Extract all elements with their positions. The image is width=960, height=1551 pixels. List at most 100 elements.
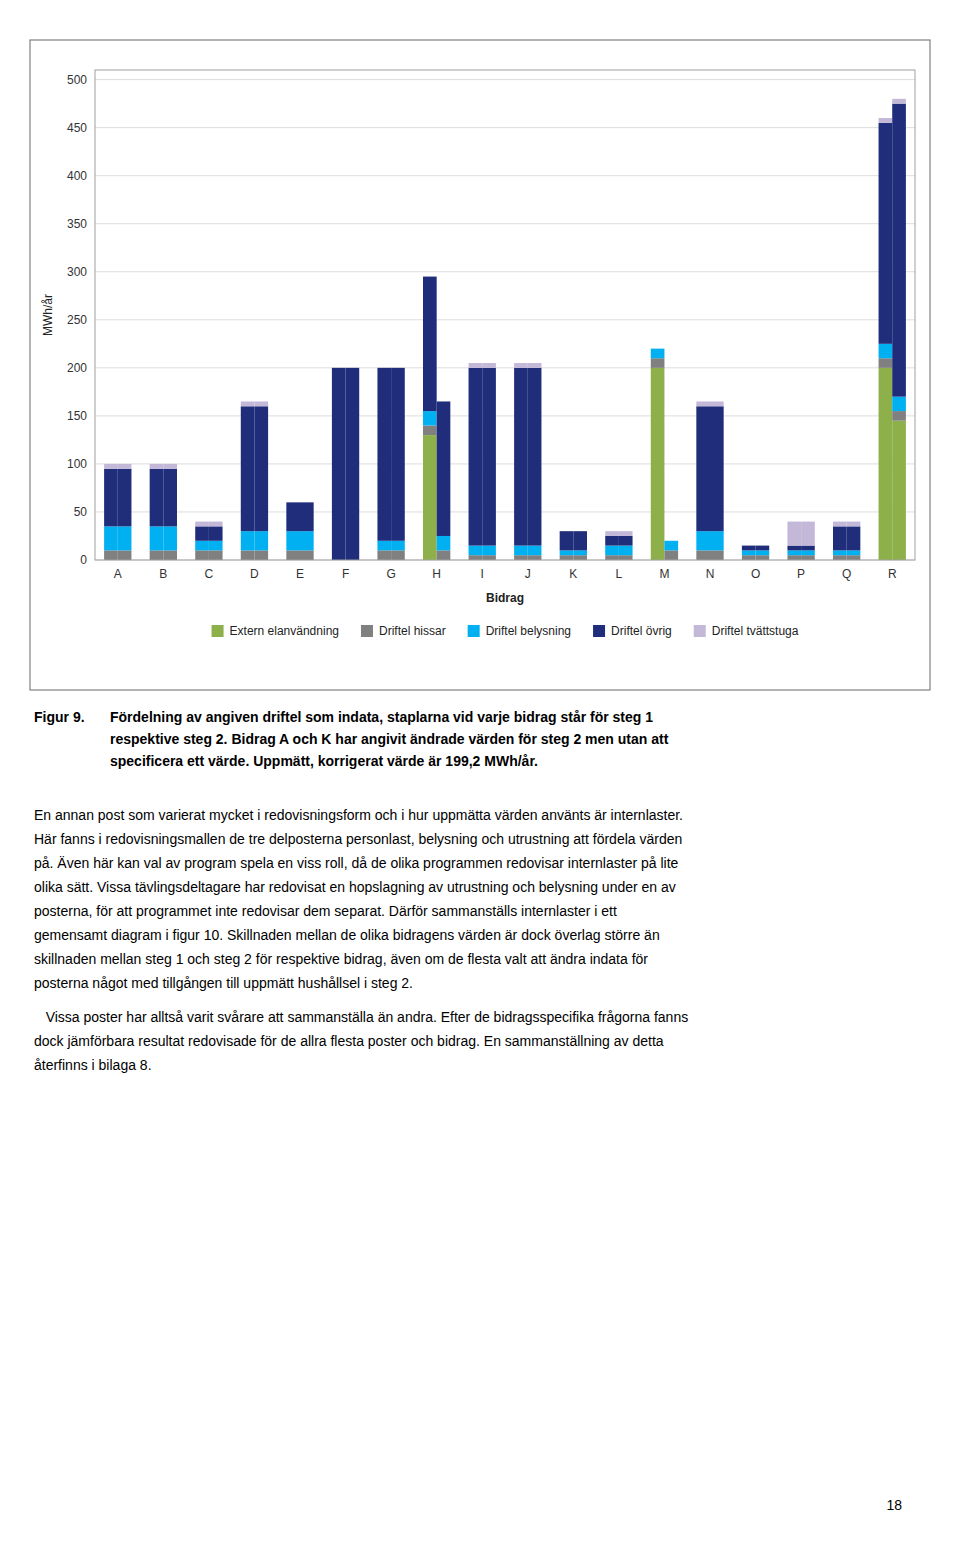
x-tick-label: G (386, 567, 395, 581)
y-tick-label: 400 (67, 169, 87, 183)
bar-segment (300, 531, 314, 550)
bar-segment (756, 550, 770, 555)
y-tick-label: 0 (80, 553, 87, 567)
bar-segment (286, 502, 300, 503)
x-tick-label: I (481, 567, 484, 581)
legend-swatch (212, 625, 224, 637)
bar-segment (664, 540, 678, 541)
y-tick-label: 500 (67, 73, 87, 87)
bar-segment (104, 526, 118, 550)
bar-segment (300, 550, 314, 560)
bar-segment (118, 550, 132, 560)
bar-segment (879, 123, 893, 344)
bar-segment (241, 550, 255, 560)
bar-segment (801, 555, 815, 560)
bar-segment (514, 555, 528, 560)
grid-line (95, 271, 915, 272)
legend: Extern elanvändning Driftel hissar Driftel… (212, 624, 799, 638)
body-text-line: En annan post som varierat mycket i redo… (34, 807, 683, 823)
x-tick-label: B (159, 567, 167, 581)
bar-segment (664, 540, 678, 541)
grid-line (95, 511, 915, 512)
grid-line (95, 463, 915, 464)
bar-segment (209, 526, 223, 540)
bar-segment (787, 550, 801, 555)
bar-segment (514, 363, 528, 368)
bar-segment (619, 555, 633, 560)
bar-segment (286, 502, 300, 531)
bar-segment (696, 401, 710, 406)
legend-item: Driftel övrig (593, 624, 672, 638)
bar-segment (573, 531, 587, 550)
bar-segment (209, 522, 223, 527)
bar-segment (286, 550, 300, 560)
bar-segment (482, 546, 496, 556)
legend-label: Driftel belysning (486, 624, 571, 638)
bar-segment (892, 421, 906, 560)
bar-segment (742, 546, 756, 551)
bar-segment (514, 368, 528, 546)
y-tick-labels: 050100150200250300350400450500 (67, 73, 87, 567)
bar-segment (241, 531, 255, 550)
bar-segment (560, 531, 574, 532)
bar-segment (696, 531, 710, 550)
bar-segment (150, 469, 164, 527)
bar-segment (377, 550, 391, 560)
y-tick-label: 100 (67, 457, 87, 471)
caption-label: Figur 9. (34, 709, 85, 725)
body-text-line: skillnaden mellan steg 1 och steg 2 för … (34, 951, 648, 967)
bar-segment (756, 555, 770, 560)
bar-segment (847, 522, 861, 527)
bar-segment (469, 368, 483, 546)
bar-segment (482, 368, 496, 546)
bar-segment (833, 555, 847, 560)
x-tick-label: F (342, 567, 349, 581)
bar-segment (742, 545, 756, 546)
x-tick-label: C (205, 567, 214, 581)
bar-segment (528, 368, 542, 546)
bar-segment (150, 526, 164, 550)
x-tick-label: K (569, 567, 577, 581)
bar-segment (528, 363, 542, 368)
bar-segment (560, 555, 574, 560)
legend-label: Extern elanvändning (230, 624, 339, 638)
bar-segment (879, 344, 893, 358)
x-tick-label: R (888, 567, 897, 581)
legend-swatch (468, 625, 480, 637)
bar-segment (469, 546, 483, 556)
body-text-line: dock jämförbara resultat redovisade för … (34, 1033, 664, 1049)
bar-segment (437, 401, 451, 536)
body-text-line: gemensamt diagram i figur 10. Skillnaden… (34, 927, 660, 943)
bar-segment (118, 526, 132, 550)
bar-segment (423, 435, 437, 560)
bar-segment (787, 555, 801, 560)
legend-item: Driftel hissar (361, 624, 446, 638)
bar-segment (892, 411, 906, 421)
y-tick-label: 450 (67, 121, 87, 135)
bar-segment (377, 541, 391, 551)
bar-segment (482, 555, 496, 560)
body-text-line: återfinns i bilaga 8. (34, 1057, 152, 1073)
bar-segment (391, 367, 405, 368)
bar-segment (300, 502, 314, 503)
bar-segment (756, 545, 770, 546)
y-axis-label: MWh/år (41, 294, 55, 336)
bar-segment (195, 526, 209, 540)
body-text-line: på. Även här kan val av program spela en… (34, 855, 679, 871)
bar-segment (573, 550, 587, 555)
grid (95, 80, 915, 560)
grid-line (95, 319, 915, 320)
bar-segment (163, 526, 177, 550)
bar-segment (560, 531, 574, 550)
bar-segment (664, 541, 678, 551)
body-text-line: Här fanns i redovisningsmallen de tre de… (34, 831, 682, 847)
figure-box (30, 40, 930, 690)
bar-segment (104, 469, 118, 527)
bar-segment (437, 536, 451, 550)
bar-segment (346, 367, 360, 368)
bar-segment (423, 276, 437, 277)
x-tick-label: O (751, 567, 760, 581)
bar-segment (391, 368, 405, 541)
bar-segment (469, 555, 483, 560)
bar-segment (209, 541, 223, 551)
